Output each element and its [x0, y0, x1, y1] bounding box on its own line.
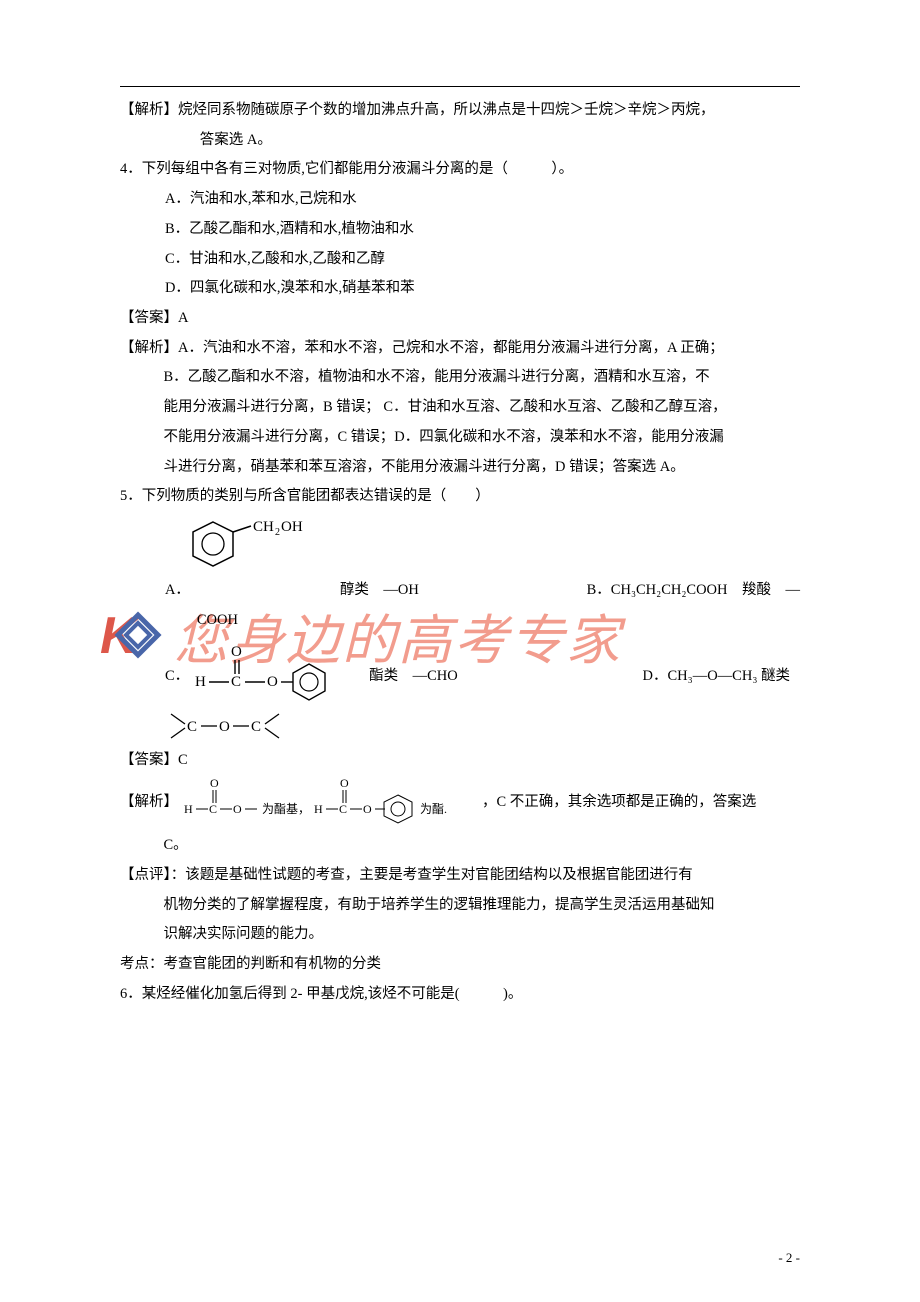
q4-analysis-l5: 斗进行分离，硝基苯和苯互溶溶，不能用分液漏斗进行分离，D 错误；答案选 A。 [120, 453, 800, 483]
q5-comment-l1: 【点评】：该题是基础性试题的考查，主要是考查学生对官能团结构以及根据官能团进行有 [120, 861, 800, 891]
page-content: 【解析】烷烃同系物随碳原子个数的增加沸点升高，所以沸点是十四烷＞壬烷＞辛烷＞丙烷… [0, 0, 920, 1010]
q4-optA: A．汽油和水,苯和水,己烷和水 [120, 185, 800, 215]
q4-answer-val: A [178, 310, 188, 326]
q3-analysis-line1: 【解析】烷烃同系物随碳原子个数的增加沸点升高，所以沸点是十四烷＞壬烷＞辛烷＞丙烷… [120, 96, 800, 126]
q4-analysis-l2: B．乙酸乙酯和水不溶，植物油和水不溶，能用分液漏斗进行分离，酒精和水互溶，不 [120, 363, 800, 393]
q4-analysis-l4: 不能用分液漏斗进行分离，C 错误；D．四氯化碳和水不溶，溴苯和水不溶，能用分液漏 [120, 423, 800, 453]
q5-analysis-tail: ，C 不正确，其余选项都是正确的，答案选 [482, 788, 756, 818]
q3-analysis-text1: 烷烃同系物随碳原子个数的增加沸点升高，所以沸点是十四烷＞壬烷＞辛烷＞丙烷， [178, 102, 715, 118]
svg-text:C: C [209, 802, 217, 816]
q5-comment-t1: 该题是基础性试题的考查，主要是考查学生对官能团结构以及根据官能团进行有 [185, 867, 693, 883]
analysis-label: 【解析】 [120, 788, 178, 818]
q4-optD: D．四氯化碳和水,溴苯和水,硝基苯和苯 [120, 274, 800, 304]
page-number: - 2 - [778, 1250, 800, 1266]
answer-label: 【答案】 [120, 310, 178, 326]
svg-text:C: C [231, 674, 241, 690]
q5-analysis-row: 【解析】 O H C O 为酯基， O H C O 为酯. ，C 不正确，其余选… [120, 775, 800, 831]
q5-analysis-l2: C。 [120, 831, 800, 861]
svg-text:为酯基，: 为酯基， [262, 802, 310, 816]
q5-optA-row: CH2OH [120, 512, 800, 576]
answer-label: 【答案】 [120, 752, 178, 768]
svg-text:O: O [267, 674, 278, 690]
phenyl-formate-icon: O H C O [189, 642, 339, 712]
svg-text:O: O [231, 644, 242, 660]
q4-analysis-t1: A．汽油和水不溶，苯和水不溶，己烷和水不溶，都能用分液漏斗进行分离，A 正确； [178, 340, 724, 356]
q5-answer: 【答案】C [120, 746, 800, 776]
analysis-label: 【解析】 [120, 102, 178, 118]
svg-text:C: C [339, 802, 347, 816]
analysis-label: 【解析】 [120, 340, 178, 356]
q5-optA-tail: COOH [120, 606, 800, 636]
svg-text:CH: CH [253, 519, 274, 535]
svg-text:O: O [210, 776, 219, 790]
q3-analysis-line2: 答案选 A。 [120, 126, 800, 156]
q5-optB: B．CH₃CH₂CH₂COOH 羧酸 — [587, 576, 800, 606]
q5-optC-label: C． [165, 662, 189, 692]
svg-text:O: O [340, 776, 349, 790]
q5-stem: 5．下列物质的类别与所含官能团都表达错误的是（ ） [120, 482, 800, 512]
ether-group-icon: C O C [165, 708, 295, 746]
q5-optD: D．CH₃—O—CH₃ 醚类 [643, 662, 800, 692]
q4-answer: 【答案】A [120, 304, 800, 334]
svg-text:O: O [363, 802, 372, 816]
svg-text:OH: OH [281, 519, 303, 535]
svg-text:H: H [184, 802, 193, 816]
q5-optC-row: C． O H C O 酯类 —CHO D．CH₃—O—CH₃ 醚类 [120, 642, 800, 712]
q4-optC: C．甘油和水,乙酸和水,乙酸和乙醇 [120, 245, 800, 275]
q5-optC-mid: 酯类 —CHO [369, 662, 458, 692]
svg-text:O: O [233, 802, 242, 816]
q5-optA-mid: 醇类 —OH [340, 576, 419, 606]
q5-answer-val: C [178, 752, 188, 768]
ester-explain-icon: O H C O 为酯基， O H C O 为酯. [182, 775, 482, 831]
svg-text:O: O [219, 719, 230, 735]
svg-text:H: H [314, 802, 323, 816]
svg-text:为酯.: 为酯. [420, 802, 447, 816]
q4-analysis-l3: 能用分液漏斗进行分离，B 错误； C．甘油和水互溶、乙酸和水互溶、乙酸和乙醇互溶… [120, 393, 800, 423]
svg-text:H: H [195, 674, 206, 690]
q5-kaodian: 考点：考查官能团的判断和有机物的分类 [120, 950, 800, 980]
q5-comment-l3: 识解决实际问题的能力。 [120, 920, 800, 950]
q6-stem: 6．某烃经催化加氢后得到 2- 甲基戊烷,该烃不可能是( )。 [120, 980, 800, 1010]
benzyl-alcohol-icon: CH2OH [191, 512, 341, 576]
q5-comment-l2: 机物分类的了解掌握程度，有助于培养学生的逻辑推理能力，提高学生灵活运用基础知 [120, 891, 800, 921]
q5-ether-group: C O C [120, 708, 800, 746]
q4-optB: B．乙酸乙酯和水,酒精和水,植物油和水 [120, 215, 800, 245]
svg-text:C: C [187, 719, 197, 735]
q4-analysis-l1: 【解析】A．汽油和水不溶，苯和水不溶，己烷和水不溶，都能用分液漏斗进行分离，A … [120, 334, 800, 364]
q5-optA-labelrow: A． 醇类 —OH B．CH₃CH₂CH₂COOH 羧酸 — [120, 576, 800, 606]
q4-stem: 4．下列每组中各有三对物质,它们都能用分液漏斗分离的是（ ）。 [120, 155, 800, 185]
q5-optA-label: A． [165, 576, 190, 606]
comment-label: 【点评】： [120, 867, 185, 883]
svg-text:2: 2 [275, 527, 280, 538]
svg-text:C: C [251, 719, 261, 735]
